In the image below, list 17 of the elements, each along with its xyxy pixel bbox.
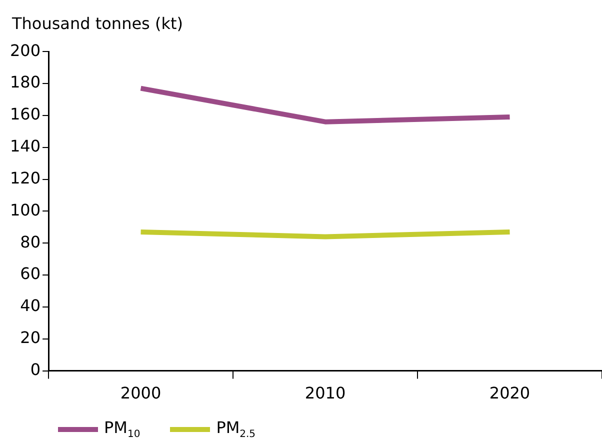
- y-tick-label: 80: [20, 232, 41, 252]
- y-tick-label: 60: [20, 264, 41, 284]
- y-tick-label: 160: [10, 104, 41, 124]
- y-tick-label: 200: [10, 40, 41, 60]
- y-tick-label: 140: [10, 136, 41, 156]
- x-tick-label: 2010: [304, 384, 346, 403]
- x-tick-label: 2020: [489, 384, 530, 403]
- legend-label: PM$_{10}$: [104, 418, 140, 440]
- y-tick-label: 40: [20, 296, 41, 316]
- y-tick-label: 0: [30, 360, 41, 379]
- y-tick-label: 120: [10, 168, 41, 188]
- y-axis-title: Thousand tonnes (kt): [12, 14, 183, 33]
- y-tick-label: 20: [20, 328, 41, 348]
- legend-label: PM$_{2.5}$: [216, 418, 256, 440]
- y-tick-label: 100: [10, 200, 41, 220]
- x-tick-label: 2000: [120, 384, 162, 403]
- y-tick-label: 180: [10, 72, 41, 92]
